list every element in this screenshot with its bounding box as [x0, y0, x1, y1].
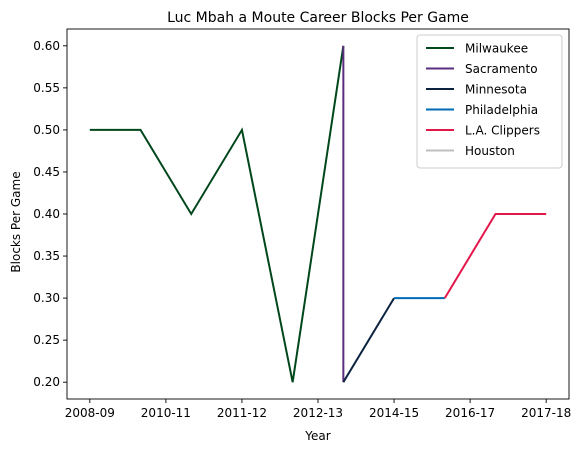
y-tick-label: 0.55 [33, 81, 60, 95]
x-tick-label: 2011-12 [217, 406, 267, 420]
y-tick-label: 0.20 [33, 375, 60, 389]
x-tick-label: 2017-18 [521, 406, 571, 420]
series-line-minnesota [342, 297, 395, 383]
series-line-milwaukee [89, 45, 345, 383]
chart-title: Luc Mbah a Moute Career Blocks Per Game [167, 10, 469, 26]
x-axis-label: Year [304, 429, 330, 443]
legend-label: Minnesota [465, 83, 527, 97]
y-tick-label: 0.25 [33, 333, 60, 347]
y-tick-label: 0.50 [33, 123, 60, 137]
y-tick-label: 0.35 [33, 249, 60, 263]
y-tick-label: 0.30 [33, 291, 60, 305]
legend-label: Sacramento [465, 62, 538, 76]
y-tick-label: 0.45 [33, 165, 60, 179]
plot-area: 2008-09 2010-11 2011-12 2012-13 2014-15 2016-… [33, 28, 571, 420]
series-line-l-a-clippers [443, 213, 547, 299]
x-tick-label: 2010-11 [141, 406, 191, 420]
legend-label: Houston [465, 144, 515, 158]
y-axis-label: Blocks Per Game [9, 171, 23, 272]
y-tick-label: 0.60 [33, 39, 60, 53]
x-tick-label: 2016-17 [445, 406, 495, 420]
legend-label: L.A. Clippers [465, 124, 540, 138]
x-tick-label: 2008-09 [65, 406, 115, 420]
x-tick-label: 2012-13 [293, 406, 343, 420]
y-tick-label: 0.40 [33, 207, 60, 221]
legend-label: Philadelphia [465, 103, 538, 117]
legend-label: Milwaukee [465, 42, 528, 56]
legend: Milwaukee Sacramento Minnesota Philadelphia… [416, 34, 563, 169]
x-tick-label: 2014-15 [369, 406, 419, 420]
